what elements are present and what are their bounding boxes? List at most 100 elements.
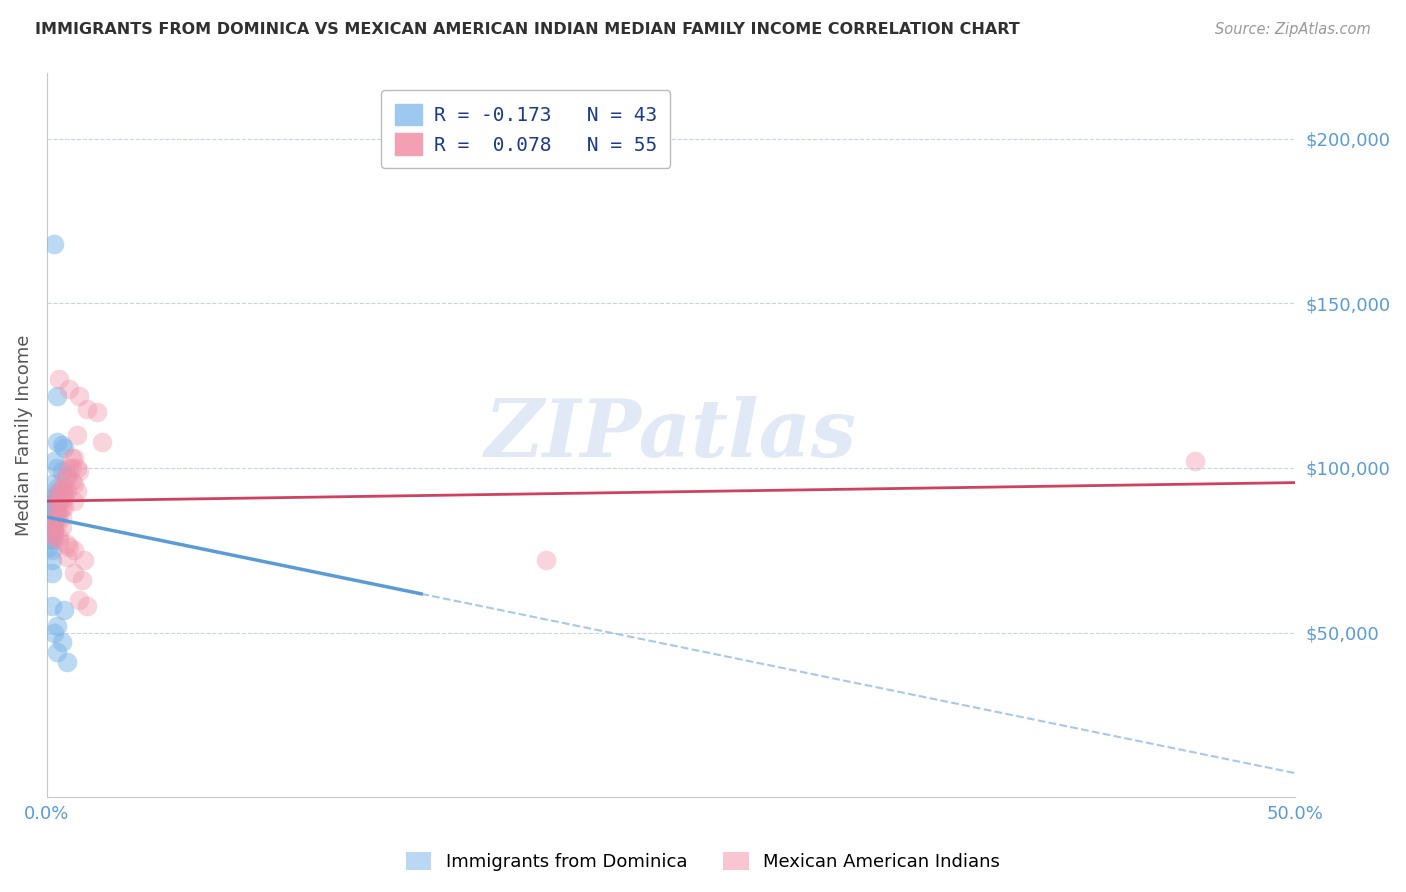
Point [48,533,70,548]
Point [41,491,63,505]
Point [51,635,73,649]
Point [45,619,67,633]
Point [58,382,80,396]
Point [45,481,67,495]
Point [41,543,63,558]
Point [67,592,90,607]
Point [51,510,73,524]
Point [53,471,76,485]
Point [86,405,108,419]
Point [56,537,79,551]
Point [41,497,63,511]
Point [45,434,67,449]
Point [58,461,80,475]
Point [41,477,63,491]
Point [73,553,96,567]
Legend: Immigrants from Dominica, Mexican American Indians: Immigrants from Dominica, Mexican Americ… [399,845,1007,879]
Point [38,497,60,511]
Point [45,388,67,402]
Point [63,543,86,558]
Point [44,526,66,541]
Point [56,655,79,669]
Point [41,526,63,541]
Point [56,483,79,498]
Point [53,602,76,616]
Point [45,497,67,511]
Text: IMMIGRANTS FROM DOMINICA VS MEXICAN AMERICAN INDIAN MEDIAN FAMILY INCOME CORRELA: IMMIGRANTS FROM DOMINICA VS MEXICAN AMER… [35,22,1019,37]
Point [44,520,66,534]
Point [41,507,63,521]
Point [45,645,67,659]
Point [51,500,73,515]
Point [67,464,90,478]
Point [45,487,67,501]
Point [56,549,79,564]
Point [48,530,70,544]
Point [41,533,63,548]
Point [56,467,79,482]
Point [53,481,76,495]
Text: Source: ZipAtlas.com: Source: ZipAtlas.com [1215,22,1371,37]
Point [45,516,67,531]
Point [51,491,73,505]
Point [53,500,76,515]
Point [56,471,79,485]
Point [67,388,90,402]
Point [44,510,66,524]
Point [53,491,76,505]
Point [60,461,83,475]
Point [44,514,66,528]
Point [63,566,86,581]
Point [90,434,112,449]
Point [44,514,66,528]
Point [41,526,63,541]
Point [38,540,60,554]
Point [1184,454,1206,468]
Point [44,500,66,515]
Point [66,428,89,442]
Point [41,516,63,531]
Point [58,540,80,554]
Point [48,507,70,521]
Point [60,474,83,488]
Point [45,504,67,518]
Point [534,553,557,567]
Point [45,461,67,475]
Point [44,625,66,640]
Legend: R = -0.173   N = 43, R =  0.078   N = 55: R = -0.173 N = 43, R = 0.078 N = 55 [381,90,671,169]
Point [41,553,63,567]
Point [66,483,89,498]
Point [76,599,98,614]
Point [51,481,73,495]
Point [53,441,76,455]
Point [66,461,89,475]
Text: ZIPatlas: ZIPatlas [485,396,856,474]
Point [44,530,66,544]
Point [48,487,70,501]
Point [38,507,60,521]
Point [45,494,67,508]
Point [51,520,73,534]
Point [53,487,76,501]
Point [44,237,66,252]
Point [38,533,60,548]
Point [63,477,86,491]
Point [45,504,67,518]
Point [41,599,63,614]
Point [51,464,73,478]
Point [38,524,60,538]
Point [44,454,66,468]
Y-axis label: Median Family Income: Median Family Income [15,334,32,536]
Point [38,516,60,531]
Point [48,372,70,386]
Point [44,491,66,505]
Point [63,494,86,508]
Point [41,520,63,534]
Point [60,451,83,466]
Point [63,451,86,466]
Point [41,566,63,581]
Point [51,438,73,452]
Point [48,497,70,511]
Point [48,483,70,498]
Point [44,524,66,538]
